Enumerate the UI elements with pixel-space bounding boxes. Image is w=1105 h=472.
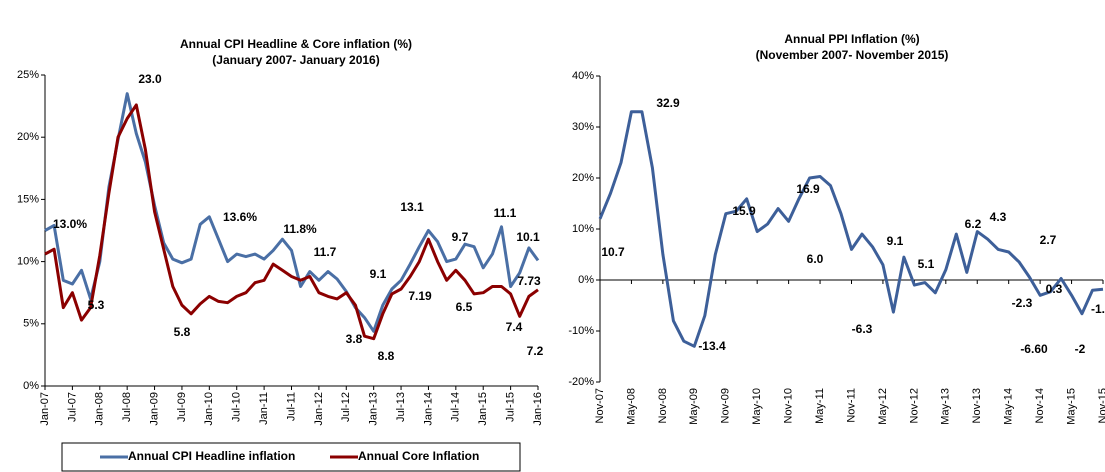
- y-tick-label: -20%: [568, 376, 594, 388]
- chart-subtitle: (January 2007- January 2016): [212, 53, 379, 67]
- annotation: 6.5: [456, 300, 473, 314]
- annotation: 5.1: [918, 257, 935, 271]
- x-tick-label: May-10: [751, 388, 763, 425]
- annotation: 15.9: [732, 204, 756, 218]
- y-tick-label: 5%: [23, 318, 39, 330]
- x-tick-label: Jan-13: [368, 392, 380, 426]
- annotation: 13.0%: [53, 217, 87, 231]
- annotation: -1.: [1091, 302, 1105, 316]
- y-tick-label: 25%: [17, 69, 39, 81]
- series-line: [44, 103, 539, 341]
- annotation: 9.1: [370, 267, 387, 281]
- x-tick-label: Jul-15: [505, 392, 517, 422]
- x-tick-label: Jul-12: [340, 392, 352, 422]
- chart-title: Annual PPI Inflation (%): [784, 32, 919, 46]
- y-tick-label: 0%: [23, 380, 39, 392]
- x-tick-label: Jul-08: [121, 392, 133, 422]
- x-tick-label: Jan-14: [422, 392, 434, 426]
- y-tick-label: 40%: [572, 70, 594, 82]
- annotation: -6.60: [1020, 342, 1048, 356]
- y-tick-label: 15%: [17, 193, 39, 205]
- x-tick-label: May-08: [625, 388, 637, 425]
- y-tick-label: 0%: [578, 274, 594, 286]
- annotation: 9.1: [887, 234, 904, 248]
- annotation: 5.8: [174, 325, 191, 339]
- x-tick-label: Jul-10: [231, 392, 243, 422]
- legend-label: Annual Core Inflation: [358, 449, 479, 463]
- annotation: -2.3: [1012, 296, 1033, 310]
- chart-subtitle: (November 2007- November 2015): [756, 48, 949, 62]
- annotation: 7.73: [517, 274, 541, 288]
- legend-label: Annual CPI Headline inflation: [128, 449, 295, 463]
- annotation: -2: [1075, 342, 1086, 356]
- x-tick-label: Jan-07: [39, 392, 51, 426]
- x-tick-label: Nov-14: [1034, 388, 1046, 423]
- annotation: -6.3: [852, 322, 873, 336]
- annotation: 7.2: [527, 344, 544, 358]
- legend-box: [61, 442, 521, 472]
- x-tick-label: Nov-07: [594, 388, 606, 423]
- x-tick-label: Jan-10: [203, 392, 215, 426]
- x-tick-label: Jan-08: [94, 392, 106, 426]
- x-tick-label: Jul-11: [285, 392, 297, 421]
- x-tick-label: Jan-15: [477, 392, 489, 426]
- x-tick-label: May-13: [940, 388, 952, 425]
- y-tick-label: 20%: [572, 172, 594, 184]
- annotation: 3.8: [346, 332, 363, 346]
- x-tick-label: Nov-10: [783, 388, 795, 423]
- x-tick-label: Nov-12: [908, 388, 920, 423]
- x-tick-label: May-12: [877, 388, 889, 425]
- x-tick-label: Jul-14: [450, 392, 462, 422]
- annotation: 11.7: [314, 245, 337, 259]
- x-tick-label: Jan-11: [258, 392, 270, 425]
- x-tick-label: Jan-16: [532, 392, 544, 426]
- annotation: 7.19: [408, 289, 432, 303]
- annotation: 11.8%: [283, 222, 317, 236]
- x-tick-label: May-14: [1003, 388, 1015, 425]
- annotation: 16.9: [796, 182, 820, 196]
- annotation: 0.3: [1046, 282, 1063, 296]
- annotation: 32.9: [656, 96, 680, 110]
- x-tick-label: Nov-15: [1097, 388, 1105, 423]
- x-tick-label: Nov-11: [845, 388, 857, 423]
- annotation: 11.1: [494, 206, 517, 220]
- annotation: 5.3: [88, 298, 105, 312]
- x-tick-label: Jul-13: [395, 392, 407, 422]
- x-tick-label: Jan-12: [313, 392, 325, 426]
- annotation: 13.1: [400, 200, 424, 214]
- annotation: 23.0: [138, 72, 162, 86]
- annotation: 8.8: [378, 349, 395, 363]
- annotation: 6.0: [807, 252, 824, 266]
- chart-title: Annual CPI Headline & Core inflation (%): [180, 37, 412, 51]
- x-tick-label: Nov-09: [720, 388, 732, 423]
- annotation: 9.7: [452, 230, 469, 244]
- annotation: 10.1: [516, 230, 540, 244]
- annotation: 7.4: [506, 320, 523, 334]
- x-tick-label: May-11: [814, 388, 826, 424]
- y-tick-label: -10%: [568, 325, 594, 337]
- y-tick-label: 30%: [572, 121, 594, 133]
- y-tick-label: 10%: [17, 256, 39, 268]
- series-line: [44, 92, 540, 333]
- x-tick-label: Nov-08: [657, 388, 669, 423]
- x-tick-label: May-09: [688, 388, 700, 425]
- annotation: 6.2: [965, 217, 982, 231]
- annotation: 2.7: [1040, 233, 1057, 247]
- x-tick-label: Nov-13: [971, 388, 983, 423]
- x-tick-label: May-15: [1065, 388, 1077, 425]
- x-tick-label: Jul-09: [176, 392, 188, 422]
- annotation: 10.7: [601, 245, 625, 259]
- series-line: [598, 110, 1104, 348]
- annotation: -13.4: [698, 339, 726, 353]
- y-tick-label: 20%: [17, 131, 39, 143]
- annotation: 4.3: [990, 210, 1007, 224]
- x-tick-label: Jan-09: [148, 392, 160, 426]
- x-tick-label: Jul-07: [66, 392, 78, 422]
- annotation: 13.6%: [223, 210, 257, 224]
- y-tick-label: 10%: [572, 223, 594, 235]
